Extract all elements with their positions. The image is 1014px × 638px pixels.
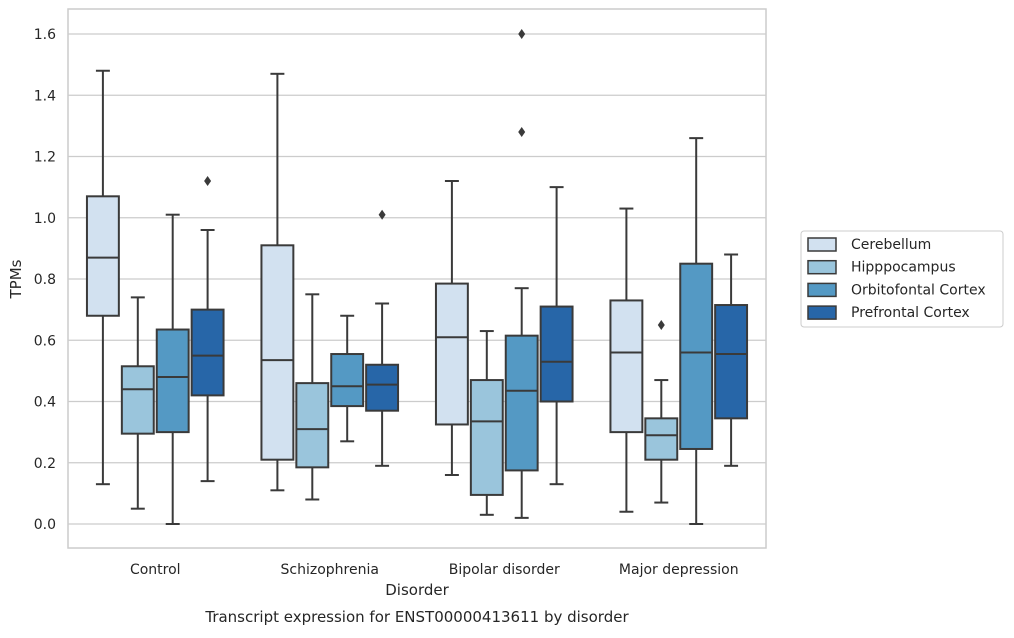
box-iqr: [190, 308, 225, 397]
box-iqr: [85, 195, 120, 317]
box: [190, 176, 225, 483]
y-axis-label: TPMs: [7, 259, 25, 299]
legend-item: Cerebellum: [807, 237, 931, 253]
box: [85, 69, 120, 486]
box-iqr: [155, 328, 190, 434]
legend-item: Orbitofontal Cortex: [807, 282, 986, 298]
box-iqr: [120, 365, 155, 435]
legend: Cerebellum Hipppocampus Orbitofontal Corte…: [800, 230, 1004, 328]
box: [714, 253, 749, 467]
box: [679, 137, 714, 525]
x-tick-label: Control: [130, 562, 181, 578]
box-iqr: [504, 334, 539, 472]
legend-label: Orbitofontal Cortex: [851, 282, 986, 298]
box: [295, 293, 330, 501]
y-tick-label: 0.6: [34, 333, 56, 349]
x-tick-label: Major depression: [619, 562, 739, 578]
box: [434, 180, 469, 476]
box: [120, 296, 155, 510]
box-iqr: [539, 305, 574, 403]
box: [260, 72, 295, 492]
x-tick-label: Bipolar disorder: [449, 562, 560, 578]
box: [539, 186, 574, 486]
legend-frame: [800, 230, 1004, 328]
box-iqr: [469, 379, 504, 496]
box-iqr: [609, 299, 644, 434]
box-iqr: [330, 353, 365, 408]
box: [504, 29, 539, 519]
chart-caption: Transcript expression for ENST0000041361…: [204, 608, 629, 626]
y-tick-label: 1.4: [34, 88, 56, 104]
category-group: [434, 29, 574, 519]
y-tick-label: 0.0: [34, 517, 56, 533]
box-iqr: [714, 304, 749, 420]
legend-item: Hipppocampus: [807, 259, 956, 276]
y-tick-label: 1.6: [34, 27, 56, 43]
box-iqr: [434, 282, 469, 426]
category-group: [85, 69, 225, 525]
box-iqr: [365, 363, 400, 412]
x-axis-label: Disorder: [385, 581, 449, 599]
y-tick-labels: 0.0 0.2 0.4 0.6 0.8 1.0 1.2 1.4 1.6: [34, 27, 56, 533]
y-tick-label: 1.2: [34, 150, 56, 166]
y-tick-label: 0.4: [34, 395, 56, 411]
y-tick-label: 1.0: [34, 211, 56, 227]
box-iqr: [679, 262, 714, 450]
box-groups: [85, 29, 749, 525]
legend-label: Cerebellum: [851, 237, 931, 253]
category-group: [260, 72, 400, 501]
legend-label: Hipppocampus: [851, 260, 956, 276]
legend-swatch: [807, 282, 837, 298]
outlier-point: [518, 29, 526, 39]
box-iqr: [260, 244, 295, 461]
box: [365, 209, 400, 467]
legend-swatch: [807, 237, 837, 252]
legend-item: Prefrontal Cortex: [807, 305, 970, 321]
box: [155, 213, 190, 525]
plot-frame: [67, 8, 767, 549]
outlier-point: [657, 319, 665, 330]
y-tick-label: 0.8: [34, 272, 56, 288]
legend-swatch: [807, 305, 837, 320]
x-tick-label: Schizophrenia: [281, 562, 379, 578]
outlier-point: [378, 209, 386, 220]
box: [469, 330, 504, 516]
y-tick-label: 0.2: [34, 456, 56, 472]
outlier-point: [204, 176, 212, 186]
category-group: [609, 137, 749, 525]
box-iqr: [644, 417, 679, 461]
outlier-point: [518, 127, 526, 137]
box-iqr: [295, 382, 330, 469]
x-tick-labels: Control Schizophrenia Bipolar disorder Majo…: [130, 562, 739, 578]
legend-label: Prefrontal Cortex: [851, 305, 970, 321]
box: [644, 319, 679, 504]
legend-swatch: [807, 259, 837, 275]
box: [609, 207, 644, 513]
box: [330, 314, 365, 443]
